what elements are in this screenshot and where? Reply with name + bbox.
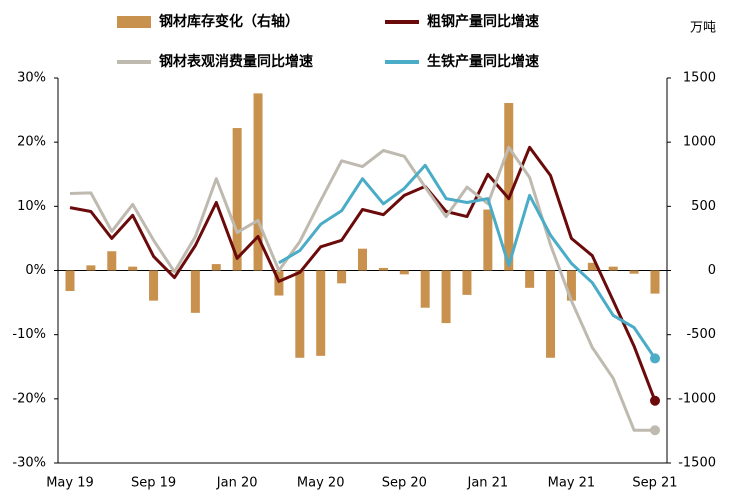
y-tick-label: 0% <box>25 263 46 278</box>
bar <box>107 251 117 271</box>
legend-label: 钢材表观消费量同比增速 <box>159 53 313 70</box>
bar <box>650 270 660 294</box>
bar <box>525 270 535 288</box>
y2-tick-label: -500 <box>686 327 716 342</box>
y2-tick-label: -1000 <box>678 391 716 406</box>
y-tick-label: 10% <box>17 199 46 214</box>
bar <box>566 270 576 301</box>
bar <box>504 103 514 271</box>
x-tick-label: May 19 <box>46 476 94 491</box>
line <box>69 145 657 402</box>
y-tick-label: -10% <box>12 327 46 342</box>
bar <box>65 270 75 292</box>
legend-label: 生铁产量同比增速 <box>427 53 539 70</box>
end-marker <box>650 395 660 406</box>
legend-label: 粗钢产量同比增速 <box>427 13 539 30</box>
y2-tick-label: 500 <box>691 199 716 214</box>
bar <box>546 270 556 358</box>
bar <box>399 270 409 275</box>
bar <box>149 270 159 301</box>
bar <box>316 270 326 356</box>
y-tick-label: 20% <box>17 135 46 150</box>
bar <box>483 209 493 271</box>
bar <box>441 270 451 324</box>
x-tick-label: May 20 <box>297 476 345 491</box>
bar <box>128 266 138 271</box>
x-tick-label: Sep 21 <box>632 476 677 491</box>
line <box>69 145 655 432</box>
y2-tick-label: 1500 <box>683 71 716 86</box>
line <box>278 163 657 360</box>
bar <box>608 266 618 271</box>
legend-label: 钢材库存变化（右轴） <box>159 13 299 30</box>
bar <box>378 267 388 271</box>
bar <box>232 128 242 271</box>
bar <box>337 270 347 284</box>
x-tick-label: Sep 20 <box>382 476 427 491</box>
y2-tick-label: 1000 <box>683 135 716 150</box>
y2-tick-label: 0 <box>708 263 716 278</box>
x-tick-label: Jan 21 <box>466 476 508 491</box>
bar <box>420 270 430 308</box>
bar <box>86 265 96 271</box>
y2-axis-title: 万吨 <box>690 21 716 36</box>
end-marker <box>650 353 660 364</box>
bar <box>295 270 305 358</box>
bar <box>462 270 472 295</box>
bar <box>211 264 221 271</box>
y-tick-label: 30% <box>17 71 46 86</box>
x-tick-label: Jan 20 <box>216 476 258 491</box>
bar <box>190 270 200 313</box>
bar <box>253 93 263 271</box>
y-tick-label: -30% <box>12 456 46 471</box>
bar <box>629 270 639 274</box>
end-marker <box>650 425 660 436</box>
bar <box>358 248 367 271</box>
x-tick-label: May 21 <box>548 476 596 491</box>
legend-swatch <box>117 16 151 28</box>
x-tick-label: Sep 19 <box>131 476 176 491</box>
bar <box>274 270 284 296</box>
y2-tick-label: -1500 <box>678 456 716 471</box>
bar <box>587 262 597 271</box>
y-tick-label: -20% <box>12 391 46 406</box>
